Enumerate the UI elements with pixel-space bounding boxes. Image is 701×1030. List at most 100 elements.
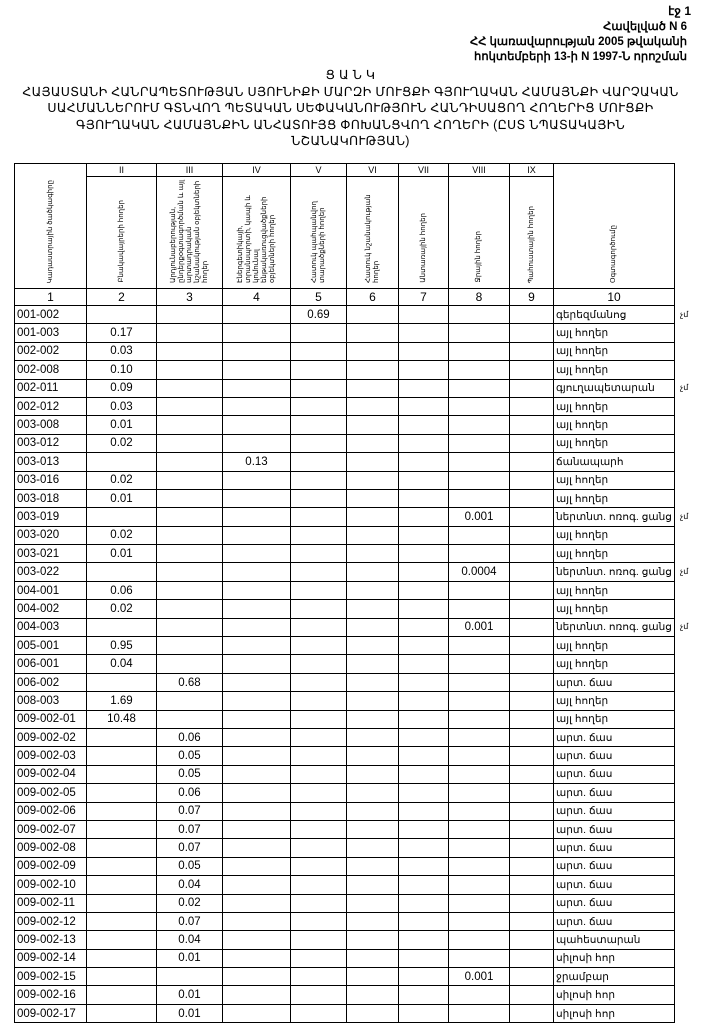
- cadastral-code-cell: 002-012: [14, 396, 87, 417]
- area-cell: [346, 893, 399, 913]
- table-row: 003-008 0.01 այլ հողեր: [14, 415, 675, 435]
- table-row: 009-002-10 0.04 արտ. ճաս: [14, 875, 675, 895]
- header-protected-land: Հատուկ պահպանվող տարածքների հողեր: [290, 176, 347, 289]
- table-row: 005-001 0.95 այլ հողեր: [14, 636, 675, 656]
- area-cell: [448, 691, 510, 711]
- table-row: 001-003 0.17 այլ հողեր: [14, 323, 675, 343]
- area-cell: [398, 617, 449, 638]
- page-number: էջ 1: [668, 4, 691, 18]
- area-cell: [290, 525, 347, 546]
- area-cell: [86, 893, 157, 913]
- area-cell: 0.03: [86, 396, 157, 417]
- area-cell: [346, 801, 399, 821]
- area-cell: [290, 452, 347, 472]
- area-cell: [509, 580, 554, 601]
- land-table: Կադաստրային ծածկագիրը II III IV V VI VII…: [14, 163, 675, 1024]
- area-cell: [509, 507, 554, 527]
- area-cell: [222, 875, 291, 895]
- area-cell: 0.01: [86, 415, 157, 435]
- cadastral-code-cell: 009-002-17: [14, 1003, 87, 1024]
- area-cell: [398, 433, 449, 454]
- header-forest-land: Անտառային հողեր: [398, 176, 449, 289]
- area-cell: [509, 1003, 554, 1024]
- area-cell: [398, 893, 449, 913]
- area-cell: [346, 360, 399, 380]
- area-cell: [222, 599, 291, 619]
- area-cell: [509, 911, 554, 932]
- area-cell: [346, 544, 399, 564]
- table-row: 003-013 0.13 ճանապարհ: [14, 452, 675, 472]
- usage-cell: սիլոսի հոր: [553, 985, 675, 1005]
- table-row: 001-002 0.69 գերեզմանոց: [14, 304, 675, 325]
- area-cell: [222, 801, 291, 821]
- column-number: 1: [14, 288, 87, 306]
- table-row: 003-022 0.0004 ներտնտ. ոռոգ. ցանց: [14, 562, 675, 582]
- usage-cell: այլ հողեր: [553, 341, 675, 362]
- area-cell: [86, 452, 157, 472]
- area-cell: [290, 544, 347, 564]
- annex-line: հոկտեմբերի 13-ի N 1997-Ն որոշման: [474, 51, 687, 63]
- area-cell: [509, 930, 554, 950]
- usage-cell: ներտնտ. ոռոգ. ցանց: [553, 562, 675, 582]
- area-cell: [222, 967, 291, 987]
- area-cell: [509, 360, 554, 380]
- usage-cell: արտ. ճաս: [553, 838, 675, 858]
- cadastral-code-cell: 002-002: [14, 341, 87, 362]
- area-cell: [346, 580, 399, 601]
- area-cell: [156, 544, 223, 564]
- area-cell: [448, 764, 510, 785]
- area-cell: [398, 378, 449, 398]
- area-cell: [398, 341, 449, 362]
- area-cell: 1.69: [86, 691, 157, 711]
- area-cell: [290, 764, 347, 785]
- area-cell: [290, 341, 347, 362]
- cadastral-code-cell: 009-002-08: [14, 838, 87, 858]
- area-cell: 0.02: [86, 470, 157, 490]
- cadastral-code-cell: 009-002-16: [14, 985, 87, 1005]
- area-cell: [222, 819, 291, 840]
- area-cell: [398, 580, 449, 601]
- area-cell: [222, 1003, 291, 1024]
- header-usage: Օգտագործումը: [553, 163, 675, 289]
- usage-cell: այլ հողեր: [553, 544, 675, 564]
- area-cell: [398, 930, 449, 950]
- area-cell: 0.0004: [448, 562, 510, 582]
- area-cell: [86, 783, 157, 803]
- area-cell: [448, 433, 510, 454]
- area-cell: [290, 396, 347, 417]
- usage-cell: այլ հողեր: [553, 709, 675, 729]
- area-cell: 0.001: [448, 507, 510, 527]
- area-cell: [398, 488, 449, 509]
- area-cell: [398, 875, 449, 895]
- area-cell: [290, 488, 347, 509]
- area-cell: [222, 562, 291, 582]
- header-water-land: Ջրային հողեր: [448, 176, 510, 289]
- cadastral-code-cell: 001-003: [14, 323, 87, 343]
- area-cell: [398, 948, 449, 969]
- table-row: 003-019 0.001 ներտնտ. ոռոգ. ցանց: [14, 507, 675, 527]
- area-cell: [448, 415, 510, 435]
- table-row: 003-018 0.01 այլ հողեր: [14, 488, 675, 509]
- area-cell: [509, 525, 554, 546]
- table-row: 004-001 0.06 այլ հողեր: [14, 580, 675, 601]
- area-cell: [156, 617, 223, 638]
- area-cell: [86, 819, 157, 840]
- area-cell: [290, 580, 347, 601]
- area-cell: [86, 304, 157, 325]
- area-cell: [448, 856, 510, 877]
- table-row: 009-002-05 0.06 արտ. ճաս: [14, 783, 675, 803]
- area-cell: [346, 452, 399, 472]
- document-title: Ց Ա Ն Կ ՀԱՅԱՍՏԱՆԻ ՀԱՆՐԱՊԵՏՈՒԹՅԱՆ ՍՅՈՒՆԻՔ…: [20, 67, 681, 150]
- usage-cell: գերեզմանոց: [553, 304, 675, 325]
- area-cell: [290, 617, 347, 638]
- area-cell: [509, 764, 554, 785]
- area-cell: [448, 727, 510, 748]
- area-cell: [222, 636, 291, 656]
- area-cell: [448, 709, 510, 729]
- area-cell: [398, 304, 449, 325]
- cadastral-code-cell: 009-002-14: [14, 948, 87, 969]
- area-cell: [448, 930, 510, 950]
- area-cell: [346, 838, 399, 858]
- area-cell: 0.05: [156, 856, 223, 877]
- area-cell: [509, 599, 554, 619]
